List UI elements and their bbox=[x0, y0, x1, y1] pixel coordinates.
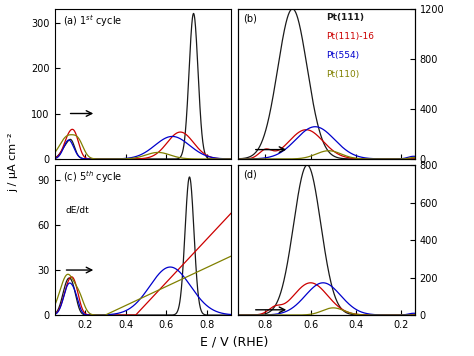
Text: E / V (RHE): E / V (RHE) bbox=[201, 335, 269, 348]
Text: Pt(554): Pt(554) bbox=[327, 51, 360, 60]
Text: (d): (d) bbox=[244, 169, 257, 179]
Text: (b): (b) bbox=[244, 14, 257, 23]
Text: Pt(110): Pt(110) bbox=[327, 70, 360, 79]
Text: (c) 5$^{th}$ cycle: (c) 5$^{th}$ cycle bbox=[64, 169, 123, 185]
Text: Pt(111)-16: Pt(111)-16 bbox=[327, 32, 374, 41]
Text: j / μA cm⁻²: j / μA cm⁻² bbox=[9, 132, 18, 192]
Text: dE/dt: dE/dt bbox=[66, 205, 90, 214]
Text: (a) 1$^{st}$ cycle: (a) 1$^{st}$ cycle bbox=[64, 14, 123, 29]
Text: Pt(111): Pt(111) bbox=[327, 14, 365, 22]
